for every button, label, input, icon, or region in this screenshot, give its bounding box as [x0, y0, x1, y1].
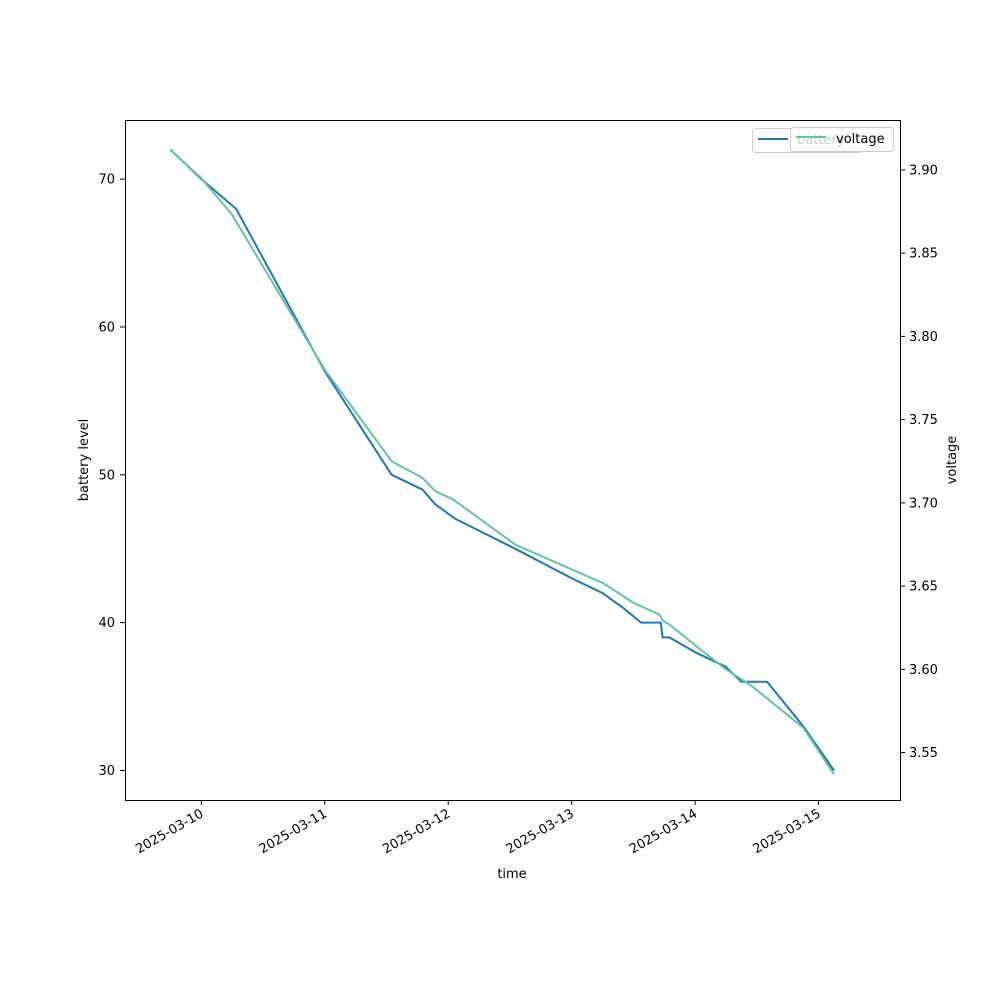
y-axis-label: battery level: [77, 419, 92, 502]
y2-tick-label: 3.75: [909, 413, 938, 428]
plot-lines: [169, 148, 835, 775]
x-tick-label: 2025-03-15: [751, 806, 824, 857]
y2-tick-label: 3.60: [909, 663, 938, 678]
y-tick-label: 30: [98, 764, 115, 779]
x-tick-label: 2025-03-13: [504, 806, 577, 857]
x-tick-label: 2025-03-10: [133, 806, 206, 857]
y-tick-label: 60: [98, 320, 115, 335]
y2-tick-label: 3.65: [909, 580, 938, 595]
y2-axis-label: voltage: [945, 436, 960, 485]
x-tick-label: 2025-03-11: [257, 806, 330, 857]
legend-voltage-box: [790, 127, 894, 152]
plot-frame: [125, 120, 901, 801]
y2-axis-ticks: 3.55 3.60 3.65 3.70 3.75 3.80 3.85 3.90: [900, 163, 938, 761]
y2-tick-label: 3.80: [909, 330, 938, 345]
y2-tick-label: 3.55: [909, 746, 938, 761]
x-axis-ticks: 2025-03-10 2025-03-11 2025-03-12 2025-03-13…: [133, 800, 824, 857]
x-axis-label: time: [497, 867, 526, 882]
y-tick-label: 50: [98, 468, 115, 483]
x-tick-label: 2025-03-14: [627, 806, 700, 857]
series-line-battery: [169, 148, 835, 772]
y-tick-label: 40: [98, 616, 115, 631]
y2-tick-label: 3.90: [909, 163, 938, 178]
legend-voltage: voltage: [790, 127, 894, 152]
series-line-voltage: [169, 149, 835, 775]
y-axis-ticks: 30 40 50 60 70: [98, 173, 125, 779]
y2-tick-label: 3.70: [909, 496, 938, 511]
x-tick-label: 2025-03-12: [380, 806, 453, 857]
y-tick-label: 70: [98, 173, 115, 188]
y2-tick-label: 3.85: [909, 247, 938, 262]
legend-voltage-label: voltage: [836, 132, 885, 147]
